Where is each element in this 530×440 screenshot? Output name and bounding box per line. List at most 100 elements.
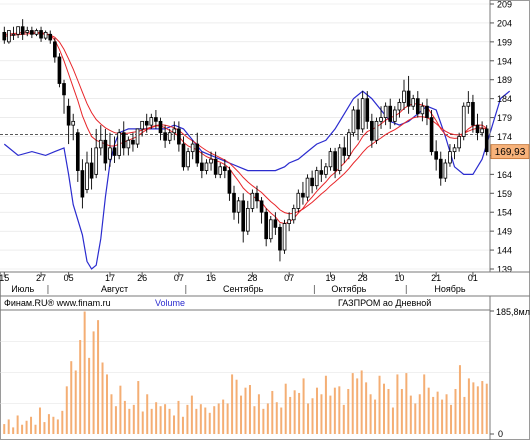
candle — [452, 144, 457, 160]
volume-bar — [307, 403, 310, 434]
day-tick-label: 01 — [468, 273, 478, 283]
candle-body — [296, 192, 301, 209]
candle-body — [255, 192, 259, 202]
candle — [273, 212, 278, 235]
candle — [324, 163, 328, 179]
price-panel: 2092041991941891841791741691641591541491… — [0, 0, 530, 275]
candle-body — [7, 30, 11, 43]
candle-body — [158, 120, 163, 134]
volume-bar — [342, 404, 345, 434]
volume-bar — [208, 412, 211, 434]
volume-bar — [97, 320, 100, 434]
candle-body — [149, 117, 154, 126]
price-tick-label: 184 — [497, 94, 512, 104]
candle-body — [94, 147, 99, 175]
candle-body — [425, 105, 429, 118]
candle — [112, 136, 117, 163]
candle — [420, 102, 425, 122]
month-label: Сентябрь — [223, 284, 264, 294]
candle — [11, 26, 16, 40]
candle — [75, 128, 80, 182]
candle — [438, 151, 443, 186]
candle — [264, 208, 268, 247]
volume-bar — [114, 406, 117, 434]
candle — [301, 181, 305, 205]
last-price-label: 169,93 — [495, 147, 526, 158]
candle — [411, 94, 416, 110]
candle — [2, 26, 7, 44]
candle — [200, 151, 204, 179]
candle-body — [347, 132, 351, 156]
candle-body — [324, 166, 328, 175]
volume-bar — [16, 415, 19, 434]
month-label: Октябрь — [331, 284, 366, 294]
month-label: Ноябрь — [434, 284, 466, 294]
candle-body — [2, 31, 7, 41]
candle — [448, 144, 452, 167]
candle — [429, 110, 434, 156]
candle — [351, 106, 356, 137]
volume-bar — [454, 388, 457, 434]
volume-bar — [61, 410, 64, 434]
candle — [425, 98, 429, 126]
last-price-marker: 169,93 — [490, 144, 530, 160]
volume-bar — [257, 394, 260, 434]
day-tick-label: 28 — [358, 273, 368, 283]
volume-bar — [293, 390, 296, 434]
candle — [392, 106, 397, 126]
volume-bar — [65, 386, 68, 434]
candle — [66, 98, 71, 145]
candle — [379, 106, 383, 129]
price-tick-label: 209 — [497, 0, 512, 10]
volume-bar — [436, 391, 439, 434]
candle-body — [204, 162, 209, 171]
candle-body — [103, 139, 108, 164]
volume-bar — [12, 427, 15, 434]
price-tick-label: 174 — [497, 132, 512, 142]
candle-body — [282, 223, 287, 251]
candle-body — [388, 105, 393, 122]
volume-bar — [25, 420, 28, 434]
candle-body — [480, 128, 484, 134]
volume-bar — [409, 395, 412, 434]
volume-bar — [356, 378, 359, 434]
candle — [195, 132, 200, 167]
candle-body — [278, 226, 282, 251]
candle — [85, 151, 89, 194]
candle — [98, 125, 103, 156]
volume-bar — [244, 387, 247, 434]
candle-body — [112, 147, 117, 156]
price-tick-label: 199 — [497, 37, 512, 47]
month-label: Июль — [11, 284, 34, 294]
volume-bar — [38, 407, 41, 434]
volume-bar — [168, 408, 171, 434]
price-tick-label: 204 — [497, 18, 512, 28]
candle-body — [75, 132, 80, 171]
volume-bar — [177, 400, 180, 434]
candle — [7, 30, 11, 44]
candle-body — [415, 98, 420, 115]
candle — [388, 98, 393, 129]
candle-body — [34, 30, 39, 35]
volume-bar — [280, 407, 283, 434]
candle-body — [62, 83, 66, 96]
candle — [158, 117, 163, 141]
volume-bar — [70, 361, 73, 434]
volume-bar — [253, 406, 256, 434]
volume-bar — [231, 374, 234, 434]
candle-body — [53, 41, 57, 58]
candle-body — [98, 139, 103, 149]
candle-body — [342, 147, 347, 156]
volume-bar — [275, 402, 278, 434]
volume-bar — [155, 402, 158, 434]
candle — [177, 121, 181, 152]
candle-body — [314, 170, 319, 187]
candle — [172, 121, 177, 141]
candle — [94, 128, 99, 179]
volume-bar — [271, 390, 274, 434]
volume-bar — [105, 374, 108, 434]
candle — [16, 26, 20, 39]
candle-body — [360, 98, 365, 130]
volume-bar — [173, 415, 176, 434]
candle-body — [484, 128, 489, 153]
